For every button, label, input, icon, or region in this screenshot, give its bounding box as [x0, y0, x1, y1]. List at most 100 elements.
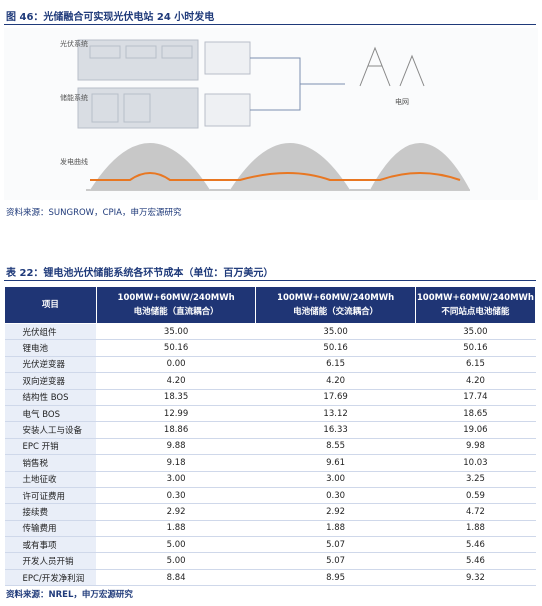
- item-cell: 销售税: [4, 454, 97, 472]
- value-cell: 17.69: [255, 389, 416, 406]
- item-cell: 传输费用: [4, 520, 97, 538]
- value-cell: 5.00: [96, 552, 256, 570]
- value-cell: 5.07: [255, 536, 416, 554]
- table-title: 表 22：锂电池光伏储能系统各环节成本（单位：百万美元）: [6, 268, 274, 279]
- tower: [359, 46, 425, 87]
- value-cell: 50.16: [255, 339, 416, 357]
- pv-array: [77, 39, 251, 81]
- value-cell: 35.00: [255, 323, 416, 341]
- value-cell: 17.74: [415, 389, 536, 406]
- pv-label: 光伏系统: [60, 39, 88, 48]
- value-cell: 0.00: [96, 356, 256, 374]
- value-cell: 0.30: [255, 487, 416, 505]
- value-cell: 5.46: [415, 536, 536, 554]
- value-cell: 18.35: [96, 389, 256, 406]
- value-cell: 0.59: [415, 487, 536, 505]
- item-cell: 土地征收: [4, 471, 97, 488]
- table-row: EPC 开销 9.88 8.55 9.98: [4, 438, 536, 456]
- item-cell: 许可证费用: [4, 487, 97, 505]
- figure-source: 资料来源：SUNGROW，CPIA，申万宏源研究: [6, 208, 182, 218]
- table-row: 光伏逆变器 0.00 6.15 6.15: [4, 356, 536, 374]
- item-cell: 光伏组件: [4, 323, 97, 341]
- value-cell: 16.33: [255, 421, 416, 439]
- value-cell: 8.55: [255, 438, 416, 456]
- item-cell: 光伏逆变器: [4, 356, 97, 374]
- value-cell: 12.99: [96, 405, 256, 423]
- value-cell: 9.98: [415, 438, 536, 456]
- header-cell: 100MW+60MW/240MWh 电池储能（直流耦合）: [95, 286, 257, 324]
- rule: [4, 280, 536, 281]
- header-cell: 100MW+60MW/240MWh 电池储能（交流耦合）: [255, 286, 416, 324]
- value-cell: 1.88: [415, 520, 536, 538]
- table-row: 传输费用 1.88 1.88 1.88: [4, 520, 536, 538]
- value-cell: 4.72: [415, 503, 536, 521]
- header-line: 100MW+60MW/240MWh: [277, 293, 395, 303]
- item-cell: EPC/开发净利润: [4, 569, 97, 587]
- table-row: 锂电池 50.16 50.16 50.16: [4, 339, 536, 357]
- table-row: EPC/开发净利润 8.84 8.95 9.32: [4, 569, 536, 587]
- item-cell: 接续费: [4, 503, 97, 521]
- value-cell: 8.84: [96, 569, 256, 587]
- header-line: 100MW+60MW/240MWh: [416, 293, 534, 303]
- value-cell: 0.30: [96, 487, 256, 505]
- header-line: 电池储能（直流耦合）: [133, 307, 219, 317]
- storage: [77, 87, 251, 129]
- value-cell: 2.92: [255, 503, 416, 521]
- header-cell: 100MW+60MW/240MWh 不同站点电池储能: [414, 286, 537, 324]
- value-cell: 8.95: [255, 569, 416, 587]
- value-cell: 5.46: [415, 552, 536, 570]
- header-line: 100MW+60MW/240MWh: [117, 293, 235, 303]
- table-row: 结构性 BOS 18.35 17.69 17.74: [4, 389, 536, 406]
- value-cell: 2.92: [96, 503, 256, 521]
- cost-table: 项目 100MW+60MW/240MWh 电池储能（直流耦合） 100MW+60MW/…: [4, 286, 537, 587]
- value-cell: 1.88: [96, 520, 256, 538]
- rule: [4, 24, 536, 25]
- table-row: 土地征收 3.00 3.00 3.25: [4, 471, 536, 488]
- table-row: 双向逆变器 4.20 4.20 4.20: [4, 372, 536, 390]
- value-cell: 50.16: [96, 339, 256, 357]
- value-cell: 13.12: [255, 405, 416, 423]
- value-cell: 4.20: [415, 372, 536, 390]
- value-cell: 5.00: [96, 536, 256, 554]
- item-cell: 开发人员开销: [4, 552, 97, 570]
- value-cell: 3.00: [255, 471, 416, 488]
- table-row: 电气 BOS 12.99 13.12 18.65: [4, 405, 536, 423]
- value-cell: 3.25: [415, 471, 536, 488]
- connector: [250, 57, 345, 111]
- item-cell: 双向逆变器: [4, 372, 97, 390]
- grid-label: 电网: [395, 97, 409, 106]
- value-cell: 9.88: [96, 438, 256, 456]
- value-cell: 10.03: [415, 454, 536, 472]
- item-cell: 安装人工与设备: [4, 421, 97, 439]
- item-cell: 或有事项: [4, 536, 97, 554]
- value-cell: 3.00: [96, 471, 256, 488]
- value-cell: 4.20: [255, 372, 416, 390]
- item-cell: 锂电池: [4, 339, 97, 357]
- header-cell: 项目: [4, 286, 97, 324]
- table-source: 资料来源：NREL，申万宏源研究: [6, 590, 133, 600]
- figure-title: 图 46：光储融合可实现光伏电站 24 小时发电: [6, 12, 215, 23]
- value-cell: 5.07: [255, 552, 416, 570]
- header-line: 不同站点电池储能: [441, 307, 510, 317]
- curve-label: 发电曲线: [60, 157, 88, 166]
- value-cell: 35.00: [96, 323, 256, 341]
- diagram: 光伏系统 储能系统 电网 发电曲线: [4, 28, 538, 200]
- value-cell: 4.20: [96, 372, 256, 390]
- header-line: 电池储能（交流耦合）: [293, 307, 379, 317]
- item-cell: EPC 开销: [4, 438, 97, 456]
- table-row: 安装人工与设备 18.86 16.33 19.06: [4, 421, 536, 439]
- value-cell: 1.88: [255, 520, 416, 538]
- value-cell: 9.32: [415, 569, 536, 587]
- item-cell: 电气 BOS: [4, 405, 97, 423]
- value-cell: 6.15: [415, 356, 536, 374]
- table-row: 许可证费用 0.30 0.30 0.59: [4, 487, 536, 505]
- table-row: 销售税 9.18 9.61 10.03: [4, 454, 536, 472]
- table-row: 接续费 2.92 2.92 4.72: [4, 503, 536, 521]
- table-row: 开发人员开销 5.00 5.07 5.46: [4, 552, 536, 570]
- value-cell: 19.06: [415, 421, 536, 439]
- value-cell: 9.61: [255, 454, 416, 472]
- value-cell: 50.16: [415, 339, 536, 357]
- table-row: 或有事项 5.00 5.07 5.46: [4, 536, 536, 554]
- pv-curve: [90, 143, 470, 190]
